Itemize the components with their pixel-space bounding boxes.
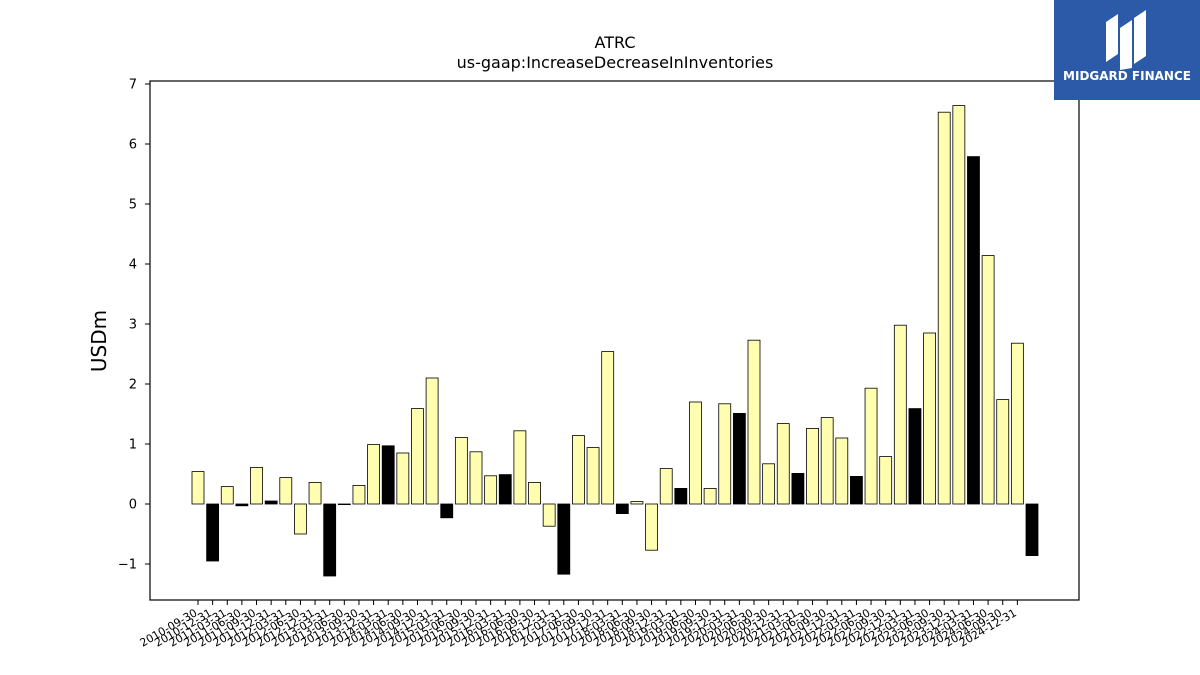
brand-logo: MIDGARD FINANCE — [1054, 0, 1200, 100]
bar-2 — [220, 486, 234, 505]
bar-41 — [791, 472, 805, 505]
bar-44 — [835, 437, 849, 505]
bar-20 — [484, 475, 498, 505]
bar-26 — [572, 435, 585, 505]
bar-55 — [996, 399, 1010, 505]
y-axis-label: USDm — [87, 310, 111, 372]
plot-frame — [149, 80, 1080, 601]
bar-22 — [513, 430, 527, 505]
bar-48 — [893, 324, 907, 505]
y-tick-label: 2 — [129, 378, 137, 393]
bar-14 — [396, 452, 410, 505]
bar-35 — [703, 487, 717, 505]
bars-group — [191, 105, 1039, 577]
bar-3 — [235, 503, 249, 507]
bar-30 — [630, 501, 644, 505]
bar-54 — [981, 255, 995, 505]
bar-33 — [674, 487, 688, 505]
bar-7 — [294, 503, 307, 535]
midgard-logo-icon — [1106, 10, 1146, 70]
bar-10 — [337, 503, 351, 506]
y-tick-label: −1 — [118, 558, 137, 573]
x-axis-ticks: 2010-09-302010-12-312011-03-312011-06-30… — [138, 600, 1019, 650]
bar-25 — [557, 503, 571, 575]
bar-36 — [718, 403, 732, 505]
y-tick-label: 5 — [129, 198, 137, 213]
y-tick-label: 0 — [129, 498, 137, 513]
chart-subtitle: us-gaap:IncreaseDecreaseInInventories — [457, 53, 774, 72]
bar-32 — [659, 468, 673, 505]
bar-46 — [864, 387, 878, 505]
bar-40 — [776, 423, 790, 505]
bar-38 — [747, 339, 761, 505]
y-tick-label: 7 — [129, 78, 137, 93]
y-tick-label: 6 — [129, 138, 137, 153]
bar-4 — [250, 466, 263, 505]
brand-name: MIDGARD FINANCE — [1063, 69, 1191, 83]
bar-6 — [279, 477, 293, 505]
bar-31 — [645, 503, 658, 551]
bar-47 — [879, 456, 893, 505]
bar-19 — [469, 451, 483, 505]
bar-56 — [1010, 342, 1024, 505]
bar-8 — [308, 481, 322, 505]
bar-43 — [820, 417, 834, 505]
bar-34 — [689, 401, 702, 505]
bar-52 — [952, 105, 966, 505]
bar-49 — [908, 408, 922, 505]
bar-45 — [850, 475, 863, 505]
bar-1 — [206, 503, 220, 562]
bar-17 — [440, 503, 454, 519]
y-tick-label: 3 — [129, 318, 137, 333]
bar-11 — [352, 484, 366, 505]
bar-16 — [425, 377, 439, 505]
y-axis-ticks: −1 0 1 2 3 4 5 6 7 — [118, 78, 150, 573]
bar-37 — [732, 412, 746, 505]
bar-5 — [264, 500, 278, 505]
bar-27 — [586, 447, 600, 505]
bar-24 — [542, 503, 556, 527]
y-tick-label: 4 — [129, 258, 137, 273]
y-tick-label: 1 — [129, 438, 137, 453]
bar-50 — [923, 332, 936, 505]
bar-9 — [323, 503, 337, 577]
chart-title: ATRC — [595, 33, 636, 52]
bar-39 — [762, 463, 776, 505]
bar-21 — [498, 474, 512, 505]
bar-12 — [367, 444, 380, 505]
bar-57 — [1025, 503, 1039, 556]
bar-42 — [806, 427, 819, 505]
bar-13 — [381, 445, 395, 505]
bar-28 — [601, 351, 615, 505]
bar-51 — [937, 111, 951, 505]
bar-29 — [615, 503, 629, 515]
bar-23 — [528, 481, 541, 505]
bar-53 — [967, 156, 980, 505]
bar-0 — [191, 471, 205, 505]
bar-18 — [454, 436, 468, 505]
bar-15 — [411, 408, 424, 505]
